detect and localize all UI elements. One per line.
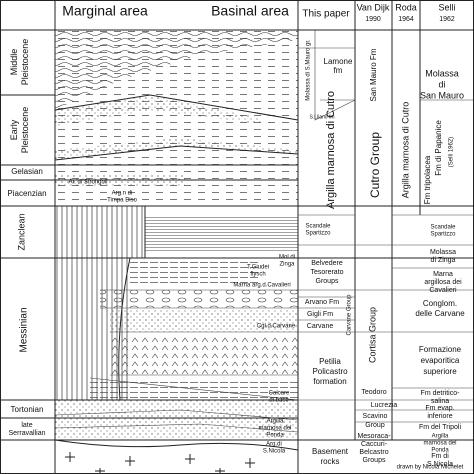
marginal-area: Marginal area <box>62 3 148 19</box>
lithology-labels-label: S.Nicola <box>263 449 286 455</box>
van-dijk-label: Mesoraca- <box>357 433 391 440</box>
stages-label: Early <box>9 119 19 140</box>
roda-selli-label: Fm evap. <box>425 405 454 412</box>
this-paper-label: rocks <box>320 457 339 466</box>
roda-selli-label: Fm tripolacea <box>423 155 432 204</box>
stages-label: Zanclean <box>16 213 26 250</box>
basinal-area: Basinal area <box>211 3 289 19</box>
van-dijk: Van Dijk <box>357 2 390 12</box>
roda-selli-label: Marna <box>433 271 453 278</box>
roda: Roda <box>395 2 417 12</box>
lithology-labels-label: flysch <box>250 272 265 278</box>
lithology-labels-label: Ponda <box>266 433 284 439</box>
this-paper-label: Policastro <box>312 367 348 376</box>
stages-label: Pleistocene <box>20 107 30 154</box>
this-paper-label: Basement <box>312 447 349 456</box>
lithology-labels-label: T.Giudei <box>247 265 269 271</box>
lithology-fills <box>54 30 299 451</box>
this-paper-label: Tesorerato <box>310 269 343 276</box>
roda-selli-label: San Mauro <box>420 90 464 100</box>
lithology-labels-label: Cgl.d.Carvane <box>257 324 296 330</box>
stages-label: late <box>21 422 32 429</box>
roda-selli-label: Conglom. <box>423 299 457 308</box>
this-paper-label: Petilia <box>319 357 341 366</box>
this-paper-label: Scandale <box>305 224 331 230</box>
van-dijk-label: San Mauro Fm <box>369 48 378 101</box>
stages-label: Gelasian <box>11 167 43 176</box>
van-dijk-label: Cutro Group <box>368 132 382 198</box>
van-dijk-year: 1990 <box>365 16 381 23</box>
van-dijk-label: Belcastro <box>359 449 388 456</box>
van-dijk-label: Caccuri- <box>361 441 388 448</box>
roda-selli-label: S.Nicola <box>427 461 453 468</box>
roda-selli-label: Spartizzo <box>430 232 456 238</box>
lithology-labels-label: Zinga <box>279 262 295 268</box>
lithology-labels-label: Timpa Biso <box>107 198 137 204</box>
this-paper-label: Belvedere <box>311 260 343 267</box>
roda-selli-label: evaporitica <box>421 356 460 365</box>
this-paper-label: Carvane <box>307 323 334 330</box>
lithology-labels-label: Argilla <box>267 419 284 425</box>
van-dijk-label: Lucrezia <box>371 402 398 409</box>
stages-label: Piacenzian <box>7 189 46 198</box>
stages-label: Pleistocene <box>20 39 30 86</box>
lithology-labels-label: Mol.di <box>279 255 295 261</box>
stages-label: Messinian <box>19 307 30 352</box>
credit: drawn by Nicola Michelet <box>397 465 464 471</box>
this-paper-label: Argilla marnosa di Cutro <box>325 91 337 209</box>
roda-selli-label: Cavalieri <box>429 287 457 294</box>
van-dijk-label: Carvane Group <box>347 294 353 336</box>
roda-selli-label: (Selli 1962) <box>449 137 455 167</box>
stages-label: Tortonian <box>11 405 44 414</box>
van-dijk-label: Groups <box>363 457 386 464</box>
lithology-labels-label: Calcare <box>269 391 290 397</box>
roda-selli-label: salina <box>431 398 449 405</box>
this-paper: This paper <box>302 9 350 20</box>
van-dijk-label: Group <box>365 422 385 429</box>
roda-selli-label: delle Carvane <box>415 309 465 318</box>
roda-selli-label: Molassa <box>425 68 459 78</box>
selli: Selli <box>438 2 455 12</box>
roda-selli-label: marnosa del <box>423 441 456 447</box>
this-paper-label: Gigli Fm <box>307 311 333 318</box>
this-paper-label: S.Lliano fm <box>309 114 334 120</box>
lithology-labels-label: di base <box>269 398 289 404</box>
this-paper-label: Arvano Fm <box>305 299 339 306</box>
selli-year: 1962 <box>439 16 455 23</box>
this-paper-label: Molassa di S.Mauro gr. <box>306 39 312 101</box>
roda-selli-label: Molassa <box>430 249 456 256</box>
stages-label: Serravallian <box>9 430 46 437</box>
roda-selli-label: di Zinga <box>431 257 456 264</box>
roda-selli-label: Formazione <box>419 345 462 354</box>
roda-selli-label: Fm di Papanice <box>434 120 443 176</box>
van-dijk-label: Cortisa Group <box>367 307 377 363</box>
roda-selli-label: di <box>438 79 445 89</box>
roda-selli-label: Argilla <box>432 434 449 440</box>
roda-selli-label: Fm detritico- <box>421 390 461 397</box>
lithology-labels-label: Arg.di <box>266 442 282 448</box>
roda-selli-label: Fm del Tripoli <box>419 424 461 431</box>
van-dijk-label: Scavino <box>363 413 388 420</box>
roda-selli-label: Argilla marnosa di Cutro <box>400 102 410 199</box>
roda-selli-label: superiore <box>423 367 457 376</box>
roda-selli-label: Ponda <box>431 448 449 454</box>
stages-label: Middle <box>9 49 19 76</box>
this-paper-label: Lamone <box>324 57 353 66</box>
roda-selli-label: inferiore <box>427 413 452 420</box>
roda-selli-label: argillosa dei <box>424 279 462 286</box>
lithology-labels-label: Arg.n di <box>112 191 133 197</box>
roda-year: 1964 <box>398 16 414 23</box>
lithology-labels-label: Marna arg.d.Cavalieri <box>233 283 290 289</box>
this-paper-label: formation <box>313 377 346 386</box>
lithology-labels-label: Ar. di Strongoli <box>68 180 107 186</box>
this-paper-label: fm <box>334 66 343 75</box>
van-dijk-label: Teodoro <box>361 389 386 396</box>
this-paper-label: Groups <box>316 278 339 285</box>
this-paper-label: Spartizzo <box>305 231 331 237</box>
roda-selli-label: Fm di <box>431 453 449 460</box>
basement <box>65 452 255 474</box>
lithology-labels-label: marnosa del <box>258 426 291 432</box>
roda-selli-label: Scandale <box>430 225 456 231</box>
